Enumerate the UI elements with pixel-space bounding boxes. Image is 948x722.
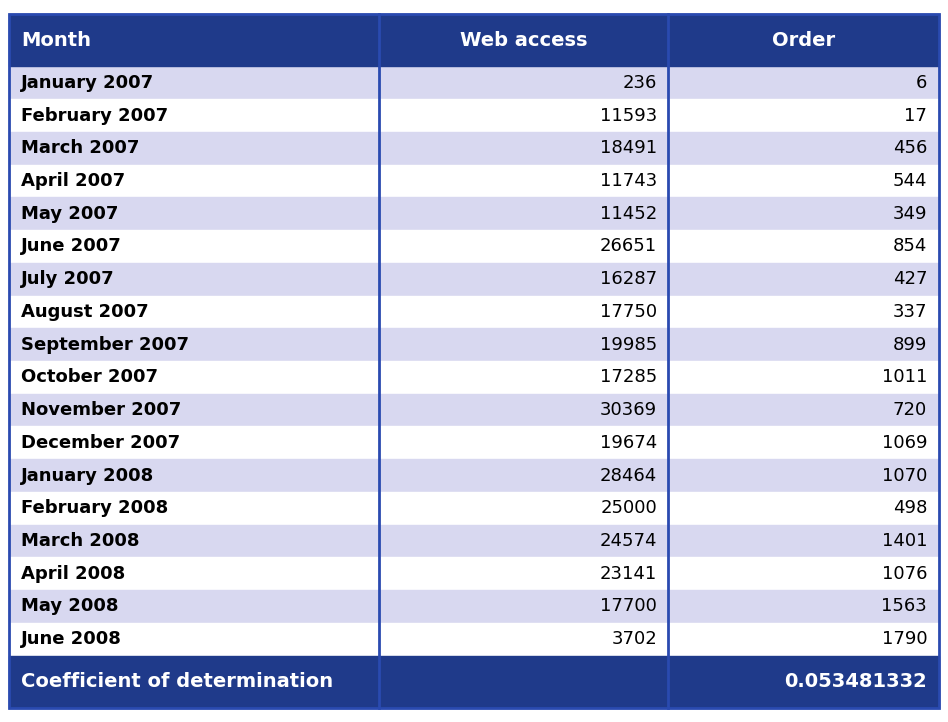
- Bar: [9, 14, 939, 66]
- Bar: [9, 66, 939, 99]
- Text: Coefficient of determination: Coefficient of determination: [21, 672, 333, 691]
- Text: 456: 456: [893, 139, 927, 157]
- Text: February 2007: February 2007: [21, 107, 168, 124]
- Text: December 2007: December 2007: [21, 434, 180, 452]
- Text: 427: 427: [893, 270, 927, 288]
- Text: 17285: 17285: [600, 368, 657, 386]
- Text: Month: Month: [21, 31, 91, 50]
- Bar: [9, 557, 939, 590]
- Bar: [9, 197, 939, 230]
- Text: March 2007: March 2007: [21, 139, 139, 157]
- Text: 720: 720: [893, 401, 927, 419]
- Text: 1070: 1070: [882, 466, 927, 484]
- Text: 17750: 17750: [600, 303, 657, 321]
- Text: 1401: 1401: [882, 532, 927, 550]
- Text: November 2007: November 2007: [21, 401, 181, 419]
- Bar: [9, 427, 939, 459]
- Bar: [9, 263, 939, 295]
- Text: 24574: 24574: [599, 532, 657, 550]
- Text: March 2008: March 2008: [21, 532, 139, 550]
- Bar: [9, 361, 939, 393]
- Text: February 2008: February 2008: [21, 500, 168, 517]
- Text: April 2008: April 2008: [21, 565, 125, 583]
- Text: 1011: 1011: [882, 368, 927, 386]
- Text: Order: Order: [772, 31, 835, 50]
- Text: 19674: 19674: [600, 434, 657, 452]
- Text: 337: 337: [893, 303, 927, 321]
- Text: 11593: 11593: [600, 107, 657, 124]
- Text: 6: 6: [916, 74, 927, 92]
- Text: June 2007: June 2007: [21, 238, 121, 256]
- Bar: [9, 590, 939, 623]
- Bar: [9, 656, 939, 708]
- Text: May 2007: May 2007: [21, 205, 118, 222]
- Text: June 2008: June 2008: [21, 630, 121, 648]
- Bar: [9, 393, 939, 427]
- Text: 11452: 11452: [600, 205, 657, 222]
- Text: 544: 544: [893, 172, 927, 190]
- Text: 899: 899: [893, 336, 927, 354]
- Text: 498: 498: [893, 500, 927, 517]
- Text: August 2007: August 2007: [21, 303, 149, 321]
- Bar: [9, 329, 939, 361]
- Text: 19985: 19985: [600, 336, 657, 354]
- Text: July 2007: July 2007: [21, 270, 115, 288]
- Bar: [9, 295, 939, 329]
- Text: 349: 349: [893, 205, 927, 222]
- Text: 26651: 26651: [600, 238, 657, 256]
- Bar: [9, 230, 939, 263]
- Text: 17700: 17700: [600, 598, 657, 615]
- Text: 23141: 23141: [600, 565, 657, 583]
- Text: Web access: Web access: [460, 31, 588, 50]
- Text: 18491: 18491: [600, 139, 657, 157]
- Text: January 2007: January 2007: [21, 74, 154, 92]
- Text: 16287: 16287: [600, 270, 657, 288]
- Text: 854: 854: [893, 238, 927, 256]
- Text: September 2007: September 2007: [21, 336, 189, 354]
- Bar: [9, 132, 939, 165]
- Text: April 2007: April 2007: [21, 172, 125, 190]
- Text: 3702: 3702: [611, 630, 657, 648]
- Bar: [9, 623, 939, 656]
- Text: 11743: 11743: [600, 172, 657, 190]
- Bar: [9, 492, 939, 525]
- Text: October 2007: October 2007: [21, 368, 158, 386]
- Text: 25000: 25000: [600, 500, 657, 517]
- Text: 30369: 30369: [600, 401, 657, 419]
- Text: 28464: 28464: [600, 466, 657, 484]
- Text: 0.053481332: 0.053481332: [784, 672, 927, 691]
- Text: 1076: 1076: [882, 565, 927, 583]
- Text: January 2008: January 2008: [21, 466, 155, 484]
- Bar: [9, 459, 939, 492]
- Text: 17: 17: [904, 107, 927, 124]
- Bar: [9, 525, 939, 557]
- Text: 1069: 1069: [882, 434, 927, 452]
- Bar: [9, 99, 939, 132]
- Bar: [9, 165, 939, 197]
- Text: 1563: 1563: [882, 598, 927, 615]
- Text: 1790: 1790: [882, 630, 927, 648]
- Text: 236: 236: [623, 74, 657, 92]
- Text: May 2008: May 2008: [21, 598, 118, 615]
